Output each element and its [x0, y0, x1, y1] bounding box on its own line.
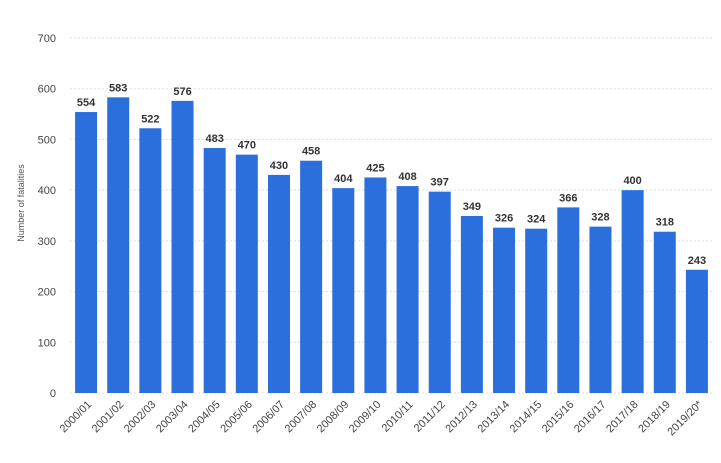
bar[interactable] [300, 160, 323, 393]
bar[interactable] [460, 216, 483, 393]
y-tick-label: 700 [38, 33, 56, 45]
data-label: 583 [109, 82, 127, 94]
bar[interactable] [332, 188, 355, 393]
data-label: 483 [205, 133, 223, 145]
x-tick-label: 2004/05 [186, 399, 223, 436]
y-tick-label: 200 [38, 287, 56, 299]
x-tick-label: 2015/16 [540, 399, 577, 436]
bar[interactable] [428, 191, 451, 393]
bar[interactable] [171, 100, 194, 393]
bar[interactable] [557, 207, 580, 393]
data-labels: 554 583 522 576 483 470 430 458 404 425 408 397 349 3… [77, 82, 706, 266]
bar[interactable] [75, 112, 98, 394]
bar[interactable] [621, 190, 644, 393]
bar[interactable] [107, 97, 130, 393]
x-tick-label: 2001/02 [90, 399, 127, 436]
y-tick-label: 0 [50, 388, 56, 400]
data-label: 404 [334, 173, 353, 185]
gridlines [70, 37, 713, 394]
bar[interactable] [235, 154, 258, 393]
data-label: 470 [238, 140, 256, 152]
y-tick-label: 400 [38, 185, 56, 197]
data-label: 366 [559, 192, 577, 204]
bar[interactable] [396, 186, 419, 393]
data-label: 576 [173, 86, 191, 98]
x-tick-label: 2016/17 [572, 399, 609, 436]
y-tick-label: 500 [38, 134, 56, 146]
x-tick-label: 2019/20* [665, 398, 705, 438]
x-tick-label: 2008/09 [315, 399, 352, 436]
x-axis-ticks: 2000/012001/022002/032003/042004/052005/… [58, 398, 706, 438]
data-label: 408 [398, 171, 416, 183]
x-tick-label: 2009/10 [347, 399, 384, 436]
data-label: 425 [366, 162, 384, 174]
bar[interactable] [364, 177, 387, 393]
x-tick-label: 2003/04 [154, 399, 191, 436]
y-axis-ticks: 0 100 200 300 400 500 600 700 [38, 33, 56, 400]
bar[interactable] [685, 269, 708, 393]
data-label: 430 [270, 160, 288, 172]
data-label: 324 [527, 214, 546, 226]
bar[interactable] [203, 148, 226, 393]
bar[interactable] [525, 228, 548, 393]
bars [75, 97, 708, 394]
data-label: 326 [495, 213, 513, 225]
data-label: 243 [688, 255, 706, 267]
bar[interactable] [267, 174, 290, 393]
x-tick-label: 2013/14 [476, 399, 513, 436]
data-label: 397 [431, 177, 449, 189]
x-tick-label: 2010/11 [380, 399, 416, 435]
x-tick-label: 2002/03 [122, 399, 159, 436]
data-label: 458 [302, 146, 320, 158]
data-label: 400 [623, 175, 641, 187]
data-label: 328 [591, 212, 609, 224]
data-label: 318 [656, 217, 674, 229]
data-label: 522 [141, 113, 159, 125]
data-label: 554 [77, 97, 96, 109]
y-tick-label: 300 [38, 236, 56, 248]
y-tick-label: 600 [38, 84, 56, 96]
y-axis-label: Number of fatalities [16, 164, 26, 242]
bar[interactable] [589, 226, 612, 393]
y-tick-label: 100 [38, 337, 56, 349]
x-tick-label: 2005/06 [218, 399, 255, 436]
bar[interactable] [653, 231, 676, 393]
bar[interactable] [493, 227, 516, 393]
x-tick-label: 2000/01 [58, 399, 95, 436]
x-tick-label: 2007/08 [283, 399, 320, 436]
x-tick-label: 2011/12 [412, 399, 448, 435]
x-tick-label: 2006/07 [250, 399, 287, 436]
x-tick-label: 2017/18 [604, 399, 641, 436]
x-tick-label: 2012/13 [443, 399, 480, 436]
x-tick-label: 2014/15 [508, 399, 545, 436]
data-label: 349 [463, 201, 481, 213]
bar[interactable] [139, 128, 162, 393]
